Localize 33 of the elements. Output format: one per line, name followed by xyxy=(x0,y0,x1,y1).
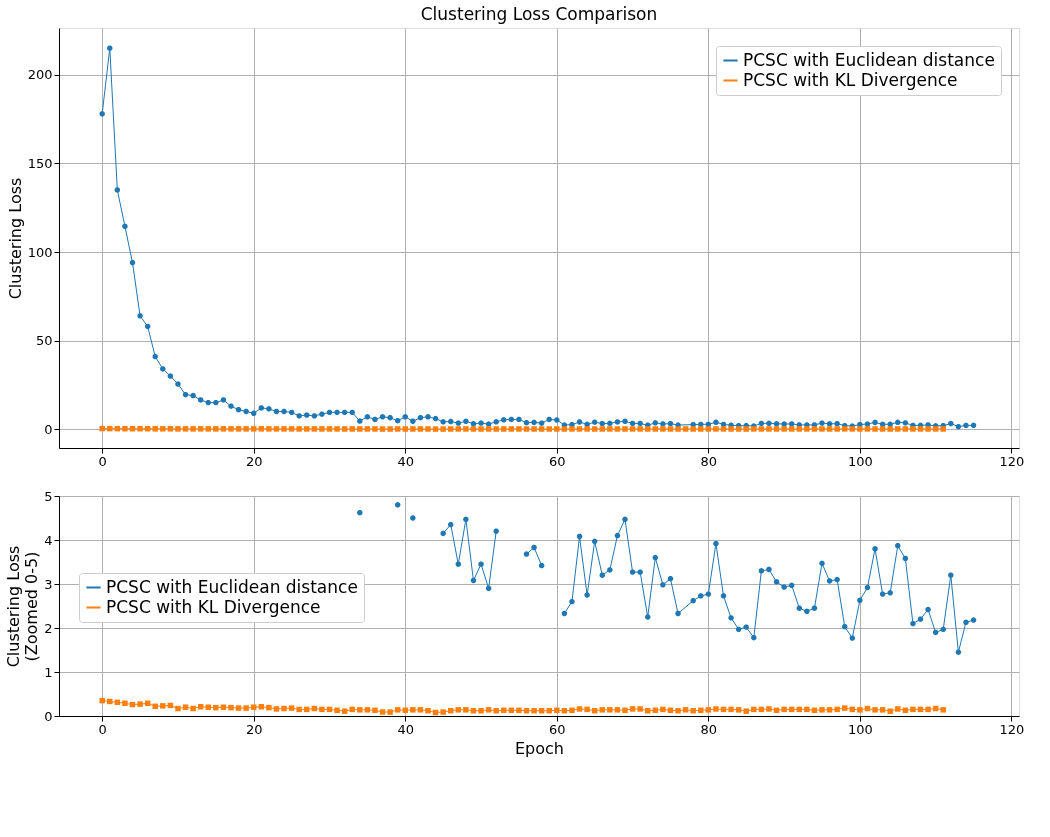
y-tick-label: 1 xyxy=(44,664,53,680)
x-tick-label: 20 xyxy=(245,453,263,469)
x-tick-label: 40 xyxy=(397,721,415,737)
x-tick-label: 0 xyxy=(98,721,107,737)
x-tick-label: 0 xyxy=(98,453,107,469)
y-tick-label: 0 xyxy=(44,708,53,724)
x-tick-label: 60 xyxy=(549,453,566,469)
x-tick-label: 100 xyxy=(847,453,873,469)
y-tick-label: 4 xyxy=(44,532,53,548)
x-tick-label: 120 xyxy=(999,453,1025,469)
y-tick-label: 2 xyxy=(44,620,53,636)
y-axis-title: Clustering Loss (Zoomed 0-5) xyxy=(4,545,42,668)
legend-label: PCSC with Euclidean distance xyxy=(743,49,995,70)
y-axis-title: Clustering Loss xyxy=(5,177,25,300)
legend-label: PCSC with Euclidean distance xyxy=(106,576,358,597)
y-tick-label: 150 xyxy=(27,155,53,171)
x-tick-label: 100 xyxy=(847,721,873,737)
y-tick-label: 100 xyxy=(27,244,53,260)
chart-title: Clustering Loss Comparison xyxy=(420,4,658,24)
legend-label: PCSC with KL Divergence xyxy=(743,69,958,90)
y-tick-label: 3 xyxy=(44,576,53,592)
y-tick-label: 200 xyxy=(27,67,53,83)
x-tick-label: 120 xyxy=(999,721,1025,737)
x-tick-label: 80 xyxy=(700,453,718,469)
y-tick-label: 50 xyxy=(35,333,53,349)
y-tick-label: 5 xyxy=(44,488,53,504)
x-tick-label: 40 xyxy=(397,453,415,469)
x-tick-label: 60 xyxy=(549,721,566,737)
legend-label: PCSC with KL Divergence xyxy=(106,596,321,617)
x-axis-title: Epoch xyxy=(515,738,564,758)
y-tick-label: 0 xyxy=(44,421,53,437)
x-tick-label: 20 xyxy=(245,721,263,737)
x-tick-label: 80 xyxy=(700,721,718,737)
